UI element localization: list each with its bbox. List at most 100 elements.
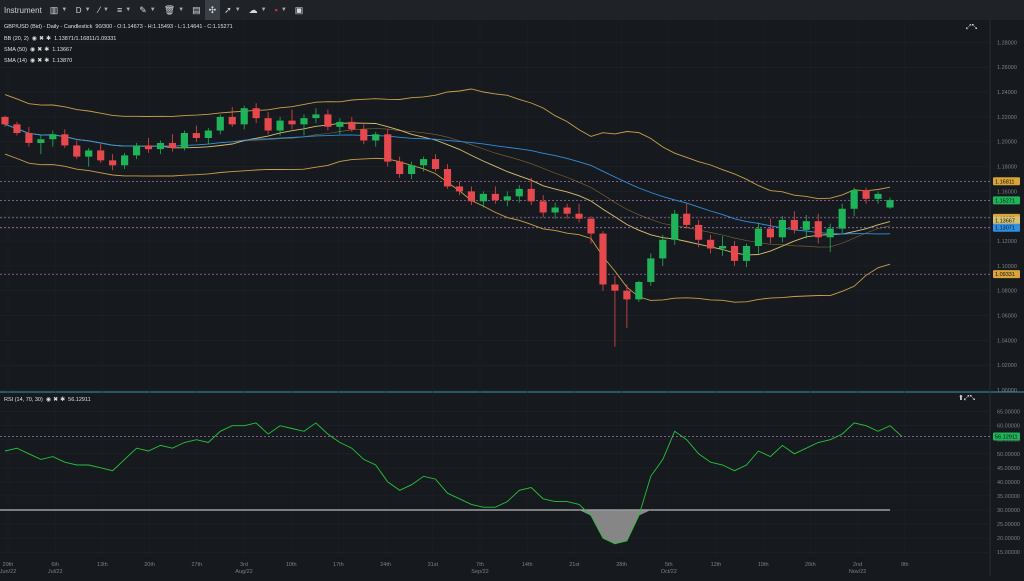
price-tick-label: 1.10000	[997, 264, 1017, 270]
toolbar-button[interactable]: ▥ ▼	[49, 4, 68, 15]
candle-body	[659, 239, 667, 259]
candle-body	[216, 116, 224, 131]
candle-body	[312, 114, 320, 119]
price-tick-label: 1.08000	[997, 289, 1017, 295]
candle-body	[503, 196, 511, 201]
time-tick-label: 6th	[51, 562, 59, 568]
rsi-tick-label: 15.00000	[997, 550, 1020, 556]
candle-body	[455, 186, 464, 192]
period-selector[interactable]: D ▼	[75, 5, 91, 15]
candle-body	[599, 233, 607, 285]
time-tick-label: 13th	[97, 562, 108, 568]
legend-sma14: SMA (14) ◉ ✖ ✱ 1.13870	[4, 57, 72, 65]
sma50-line	[4, 123, 891, 235]
gear-icon[interactable]: ✱	[46, 36, 52, 42]
time-tick-sublabel: Jun/22	[0, 569, 16, 575]
candle-body	[61, 134, 69, 146]
candle-body	[838, 208, 846, 229]
gear-icon[interactable]: ✱	[44, 58, 50, 64]
candle-body	[408, 165, 416, 174]
candle-body	[563, 207, 571, 214]
price-tick-label: 1.28000	[997, 40, 1017, 46]
toolbar-button[interactable]: 🗑 ▼	[163, 4, 185, 15]
eye-icon[interactable]: ◉	[29, 58, 36, 64]
candle-body	[551, 207, 559, 213]
time-tick-label: 19th	[758, 562, 769, 568]
rsi-tick-label: 60.00000	[997, 424, 1020, 430]
toolbar-button[interactable]: ✎ ▼	[139, 4, 156, 15]
time-tick-label: 31st	[428, 562, 439, 568]
toolbar-button[interactable]: ✣	[204, 0, 221, 20]
candle-body	[479, 193, 487, 202]
candle-body	[276, 120, 284, 131]
rsi-oversold-fill	[579, 510, 651, 544]
close-icon[interactable]: ✖	[37, 47, 43, 53]
pane-controls[interactable]: ⬆⤢⤡	[958, 395, 976, 402]
toolbar-button[interactable]: ▪ ▼	[274, 4, 287, 15]
cloud-icon: ☁	[248, 4, 258, 15]
candle-body	[730, 246, 739, 261]
rsi-tick-label: 55.00000	[997, 438, 1020, 444]
toolbar-button[interactable]: ▣	[291, 0, 308, 20]
candle-body	[611, 284, 619, 291]
legend-rsi: RSI (14, 70, 30) ◉ ✖ ✱ 56.12911	[4, 396, 91, 404]
candle-body	[850, 190, 858, 209]
close-icon[interactable]: ✖	[37, 58, 43, 64]
chart-area[interactable]: 1.28000 1.26000 1.24000 1.22000 1.20000 1.180…	[0, 20, 1024, 576]
rsi-tick-label: 35.00000	[997, 494, 1020, 500]
toolbar-button[interactable]: ☁ ▼	[248, 4, 267, 15]
candle-body	[180, 133, 188, 148]
close-icon[interactable]: ✖	[53, 397, 59, 403]
chart-svg[interactable]: 1.28000 1.26000 1.24000 1.22000 1.20000 1.180…	[0, 20, 1024, 576]
candle-body	[802, 221, 810, 230]
candle-body	[647, 258, 655, 282]
toolbar-button[interactable]: ➚ ▼	[224, 4, 241, 15]
toolbar-button[interactable]: ⁄ ▼	[98, 4, 109, 15]
time-tick-sublabel: Nov/22	[849, 569, 866, 575]
time-tick-sublabel: Jul/22	[48, 569, 63, 575]
candle-body	[192, 133, 200, 138]
candle-body	[144, 145, 153, 150]
arrow-tool-icon: ➚	[224, 4, 232, 15]
legend-sma50: SMA (50) ◉ ✖ ✱ 1.13667	[4, 46, 72, 54]
time-tick-sublabel: Sep/22	[471, 569, 488, 575]
gear-icon[interactable]: ✱	[44, 47, 50, 53]
eye-icon[interactable]: ◉	[31, 36, 38, 42]
rsi-tick-label: 50.00000	[997, 452, 1020, 458]
price-tick-label: 1.04000	[997, 338, 1017, 344]
candle-body	[348, 121, 356, 130]
candle-body	[683, 213, 691, 225]
time-tick-label: 28th	[616, 562, 627, 568]
legend-bb-name: BB (20, 2)	[4, 35, 29, 42]
candle-body	[168, 142, 177, 148]
rsi-tick-label: 30.00000	[997, 508, 1020, 514]
candle-body	[396, 161, 404, 174]
time-tick-label: 10th	[286, 562, 297, 568]
candle-body	[360, 129, 368, 141]
candle-body	[336, 121, 344, 127]
time-tick-label: 29th	[3, 562, 14, 568]
period-label: D	[75, 5, 82, 15]
trash-icon: 🗑	[163, 4, 176, 15]
price-box	[993, 223, 1020, 232]
close-icon[interactable]: ✖	[39, 36, 45, 42]
toolbar-button[interactable]: ≡ ▼	[117, 4, 132, 15]
candle-body	[790, 219, 798, 230]
candle-body	[384, 134, 392, 162]
eye-icon[interactable]: ◉	[45, 397, 52, 403]
rsi-tick-label: 25.00000	[997, 522, 1020, 528]
candle-body	[156, 142, 165, 150]
instrument-selector[interactable]: Instrument	[0, 0, 46, 20]
eye-icon[interactable]: ◉	[29, 47, 36, 53]
maximize-icon[interactable]: ⤢⤡	[966, 24, 978, 31]
toolbar-button[interactable]: ▤	[188, 0, 205, 20]
candle-body	[886, 200, 894, 208]
candle-body	[575, 213, 583, 219]
candle-body	[874, 193, 882, 199]
candle-body	[300, 118, 308, 125]
gear-icon[interactable]: ✱	[60, 397, 66, 403]
legend-main: GBP/USD (Bid) - Daily - Candlestick 90/3…	[4, 24, 233, 30]
time-tick-label: 12th	[711, 562, 722, 568]
candle-body	[754, 228, 763, 246]
crosshair-icon: ✣	[208, 4, 217, 15]
